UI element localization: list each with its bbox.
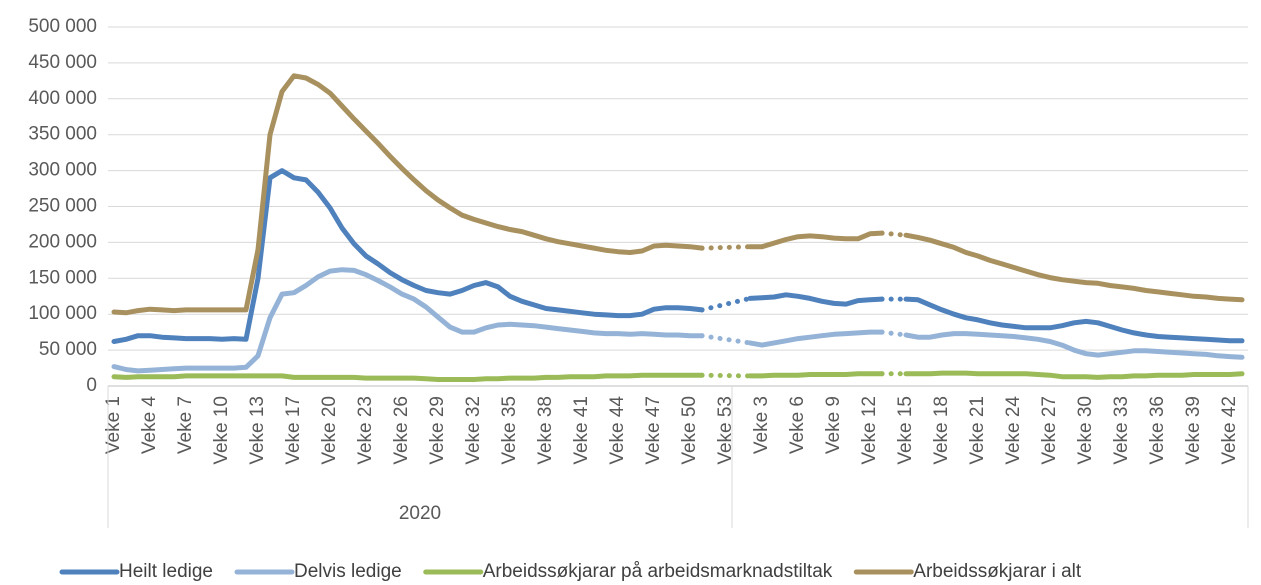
x-tick-label: Veke 7 <box>175 396 196 454</box>
y-tick-label: 50 000 <box>39 339 97 360</box>
x-tick-label: Veke 4 <box>139 396 160 455</box>
x-tick-label: Veke 17 <box>283 396 304 465</box>
gap-connector <box>879 230 909 238</box>
x-tick-label: Veke 24 <box>1003 396 1024 465</box>
x-tick-label: Veke 53 <box>715 396 736 465</box>
y-tick-label: 0 <box>86 375 97 396</box>
x-tick-label: Veke 12 <box>859 396 880 465</box>
y-tick-label: 300 000 <box>28 160 97 181</box>
y-tick-label: 200 000 <box>28 231 97 252</box>
x-tick-label: Veke 50 <box>679 396 700 465</box>
x-tick-label: Veke 30 <box>1075 396 1096 465</box>
x-tick-label: Veke 18 <box>931 396 952 465</box>
y-tick-label: 450 000 <box>28 52 97 73</box>
x-tick-label: Veke 29 <box>427 396 448 465</box>
x-tick-label: Veke 21 <box>967 396 988 465</box>
gap-connector <box>699 372 753 379</box>
x-tick-label: Veke 3 <box>751 396 772 454</box>
y-tick-label: 350 000 <box>28 124 97 145</box>
x-tick-label: Veke 6 <box>787 396 808 454</box>
x-tick-label: Veke 13 <box>247 396 268 465</box>
x-tick-label: Veke 23 <box>355 396 376 465</box>
x-tick-label: Veke 47 <box>643 396 664 465</box>
gap-connector <box>699 244 753 251</box>
x-tick-label: Veke 44 <box>607 396 628 465</box>
legend-label: Arbeidssøkjarar på arbeidsmarknadstiltak <box>483 561 833 582</box>
x-tick-label: Veke 26 <box>391 396 412 465</box>
series-line <box>111 370 1245 382</box>
series-line <box>111 73 1245 316</box>
x-tick-label: Veke 15 <box>895 396 916 465</box>
y-tick-label: 400 000 <box>28 88 97 109</box>
series-line <box>111 267 1245 374</box>
gap-connector <box>699 295 753 313</box>
legend-label: Delvis ledige <box>294 561 402 582</box>
x-tick-label: Veke 38 <box>535 396 556 465</box>
x-tick-label: Veke 42 <box>1219 396 1240 465</box>
x-tick-label: Veke 33 <box>1111 396 1132 465</box>
x-tick-label: Veke 41 <box>571 396 592 465</box>
y-tick-label: 500 000 <box>28 16 97 37</box>
y-tick-label: 250 000 <box>28 196 97 217</box>
x-tick-label: Veke 32 <box>463 396 484 465</box>
group-label: 2020 <box>399 503 441 524</box>
gap-connector <box>699 333 753 346</box>
gap-connector <box>879 329 909 338</box>
y-tick-label: 100 000 <box>28 303 97 324</box>
legend-label: Arbeidssøkjarar i alt <box>913 561 1082 582</box>
x-tick-label: Veke 27 <box>1039 396 1060 465</box>
y-tick-label: 150 000 <box>28 267 97 288</box>
x-tick-label: Veke 9 <box>823 396 844 454</box>
x-tick-label: Veke 39 <box>1183 396 1204 465</box>
x-tick-label: Veke 20 <box>319 396 340 465</box>
legend-label: Heilt ledige <box>119 561 213 582</box>
series-line <box>111 168 1245 344</box>
x-tick-label: Veke 35 <box>499 396 520 465</box>
x-tick-label: Veke 1 <box>103 396 124 454</box>
x-tick-label: Veke 36 <box>1147 396 1168 465</box>
x-tick-label: Veke 10 <box>211 396 232 465</box>
